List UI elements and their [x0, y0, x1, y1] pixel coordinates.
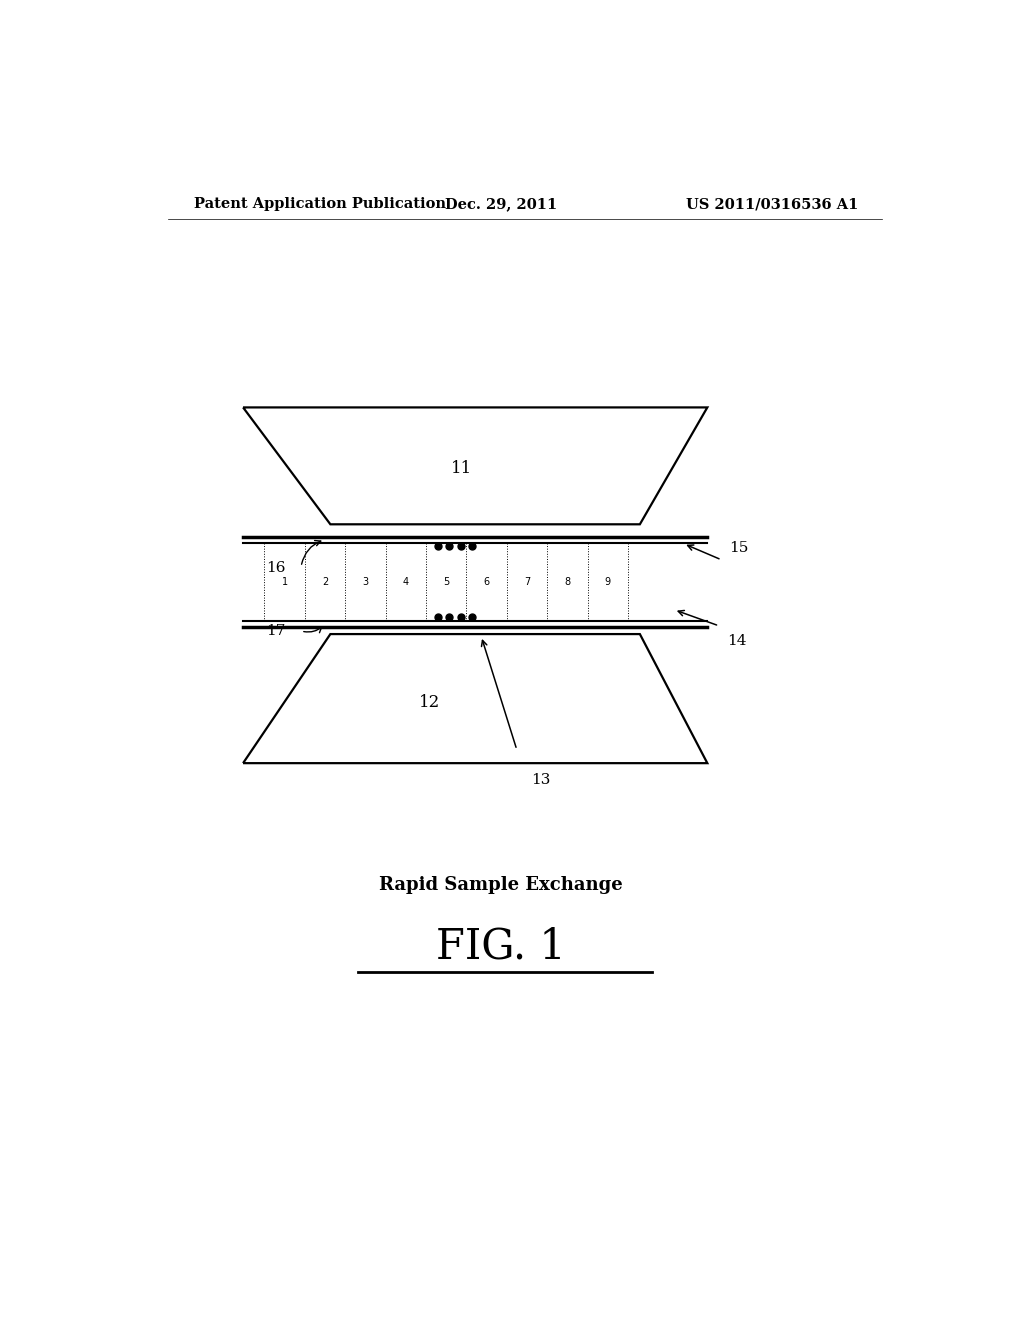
Text: 17: 17	[266, 624, 285, 638]
Text: 11: 11	[451, 459, 472, 477]
Text: 6: 6	[483, 577, 489, 586]
Text: Dec. 29, 2011: Dec. 29, 2011	[444, 197, 557, 211]
Text: 9: 9	[605, 577, 611, 586]
Text: 13: 13	[531, 774, 550, 787]
Text: 14: 14	[727, 634, 746, 648]
Text: 5: 5	[443, 577, 450, 586]
Text: 2: 2	[322, 577, 329, 586]
Text: 7: 7	[524, 577, 530, 586]
Text: Patent Application Publication: Patent Application Publication	[194, 197, 445, 211]
Text: 15: 15	[729, 541, 749, 554]
Text: US 2011/0316536 A1: US 2011/0316536 A1	[686, 197, 858, 211]
Text: 4: 4	[402, 577, 409, 586]
Text: FIG. 1: FIG. 1	[436, 925, 566, 968]
Text: Rapid Sample Exchange: Rapid Sample Exchange	[379, 876, 623, 894]
Text: 16: 16	[265, 561, 285, 576]
Text: 8: 8	[564, 577, 570, 586]
Text: 1: 1	[282, 577, 288, 586]
Text: 3: 3	[362, 577, 369, 586]
Text: 12: 12	[419, 694, 440, 710]
